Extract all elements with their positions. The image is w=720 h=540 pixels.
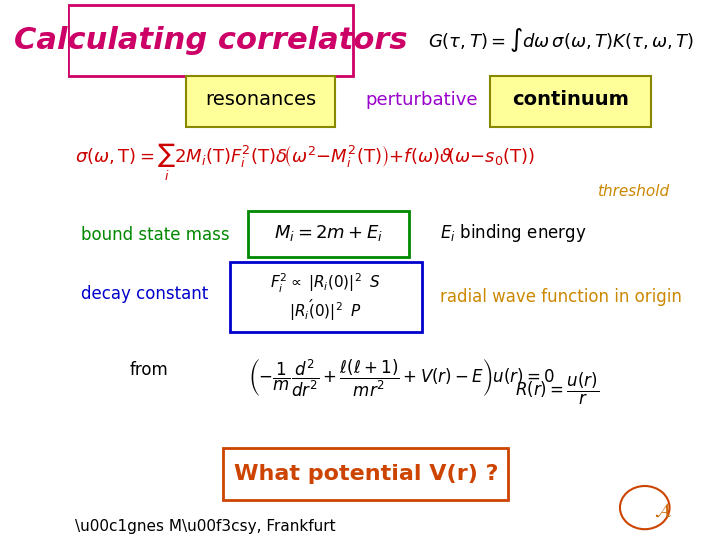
FancyBboxPatch shape bbox=[490, 76, 651, 127]
FancyBboxPatch shape bbox=[223, 448, 508, 500]
Text: Calculating correlators: Calculating correlators bbox=[14, 26, 408, 55]
Text: $\left(-\dfrac{1}{m}\dfrac{d^2}{dr^2}+\dfrac{\ell(\ell+1)}{mr^2}+V(r)-E\right)u(: $\left(-\dfrac{1}{m}\dfrac{d^2}{dr^2}+\d… bbox=[248, 357, 555, 399]
Text: What potential V(r) ?: What potential V(r) ? bbox=[233, 463, 498, 484]
Text: continuum: continuum bbox=[512, 90, 629, 110]
Text: $M_i = 2m + E_i$: $M_i = 2m + E_i$ bbox=[274, 223, 383, 244]
Text: threshold: threshold bbox=[598, 184, 670, 199]
Text: $\sigma(\omega,\mathrm{T}){=}\sum_i 2M_i(\mathrm{T})F_i^2(\mathrm{T})\delta\!\le: $\sigma(\omega,\mathrm{T}){=}\sum_i 2M_i… bbox=[75, 141, 535, 183]
FancyBboxPatch shape bbox=[68, 5, 354, 76]
Text: $\mathcal{A}$: $\mathcal{A}$ bbox=[654, 501, 672, 520]
Text: perturbative: perturbative bbox=[366, 91, 478, 109]
Text: $F_i^2 \propto \;|R_i(0)|^2\;\;S$: $F_i^2 \propto \;|R_i(0)|^2\;\;S$ bbox=[270, 272, 381, 295]
Text: $R(r)=\dfrac{u(r)}{r}$: $R(r)=\dfrac{u(r)}{r}$ bbox=[515, 370, 599, 407]
Text: $|R_i\'(0)|^2\;\;P$: $|R_i\'(0)|^2\;\;P$ bbox=[289, 298, 362, 323]
Text: from: from bbox=[130, 361, 168, 379]
Text: \u00c1gnes M\u00f3csy, Frankfurt: \u00c1gnes M\u00f3csy, Frankfurt bbox=[75, 519, 336, 534]
Text: bound state mass: bound state mass bbox=[81, 226, 230, 244]
Text: $G(\tau, T) = \int d\omega\, \sigma(\omega, T) K(\tau, \omega, T)$: $G(\tau, T) = \int d\omega\, \sigma(\ome… bbox=[428, 26, 694, 55]
Text: radial wave function in origin: radial wave function in origin bbox=[440, 288, 682, 306]
Text: $E_i$ binding energy: $E_i$ binding energy bbox=[440, 222, 587, 244]
FancyBboxPatch shape bbox=[230, 262, 422, 332]
Text: resonances: resonances bbox=[205, 90, 316, 110]
FancyBboxPatch shape bbox=[248, 211, 409, 256]
Text: decay constant: decay constant bbox=[81, 285, 208, 303]
FancyBboxPatch shape bbox=[186, 76, 335, 127]
